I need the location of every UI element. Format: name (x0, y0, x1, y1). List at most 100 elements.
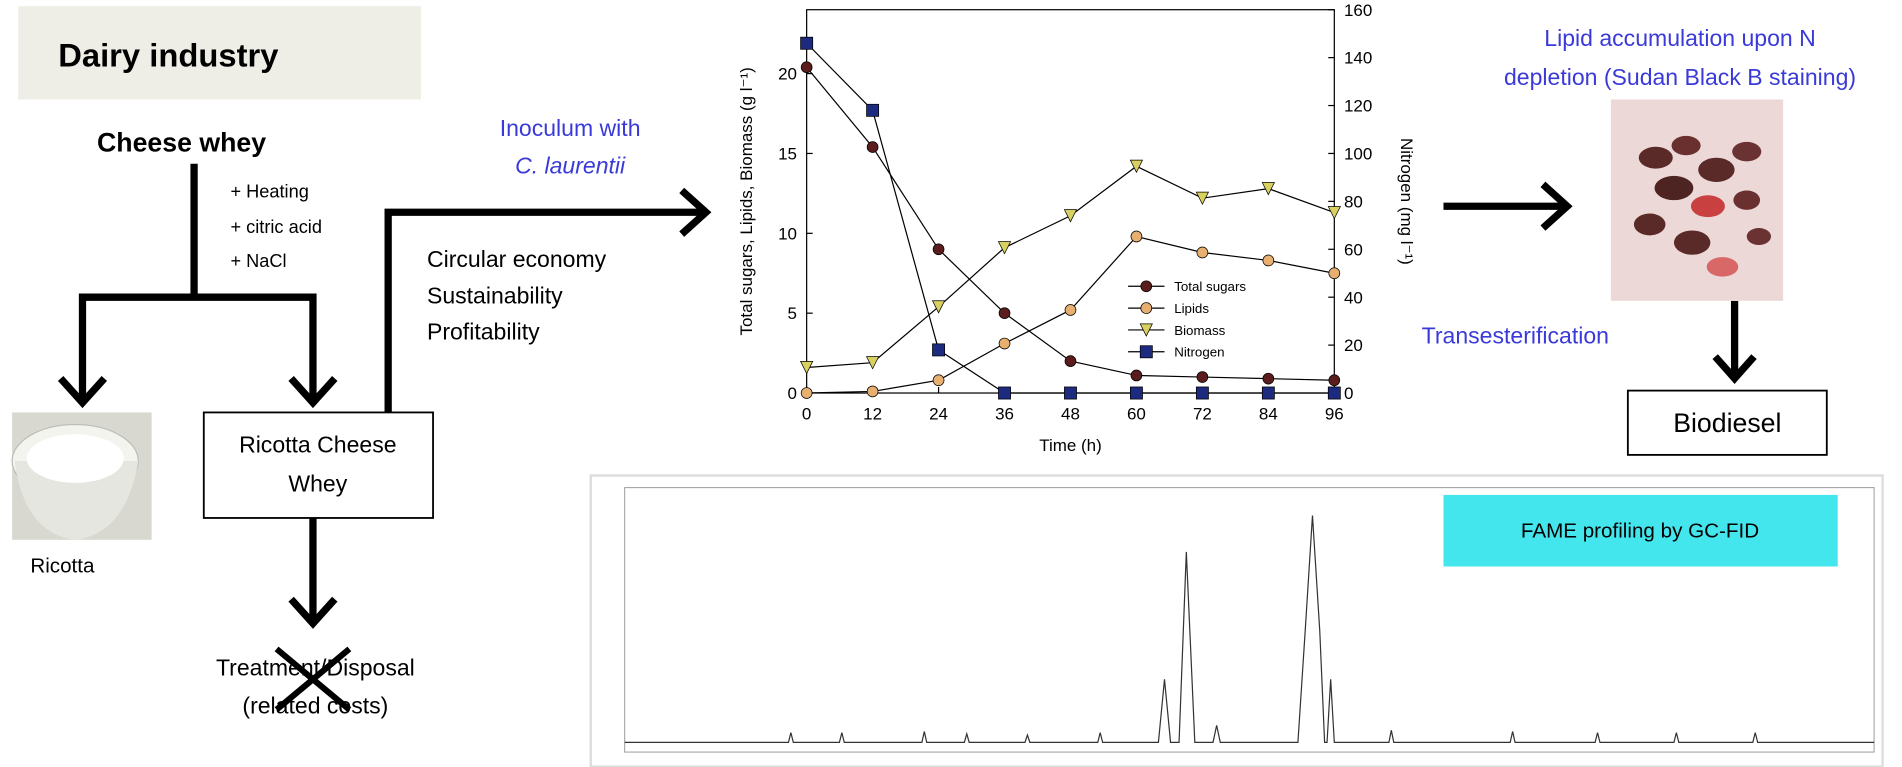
marker (866, 141, 879, 153)
marker (1064, 386, 1077, 400)
y2-tick-label: 0 (1344, 384, 1353, 403)
x-tick-label: 96 (1325, 405, 1344, 424)
plot-frame (806, 9, 1335, 394)
marker (932, 343, 945, 357)
x-tick-label: 84 (1259, 405, 1278, 424)
legend-label: Total sugars (1174, 279, 1246, 294)
header-box (18, 6, 421, 100)
marker (866, 385, 879, 398)
treatment: + NaCl (230, 251, 286, 271)
biodiesel-box (1626, 389, 1828, 456)
microscopy-image (1610, 99, 1784, 301)
marker (1064, 304, 1077, 316)
marker (1328, 267, 1341, 280)
marker (1195, 191, 1210, 206)
marker (1129, 159, 1144, 174)
marker (1261, 386, 1275, 400)
y2-tick-label: 120 (1344, 97, 1372, 116)
biodiesel: Biodiesel (1673, 408, 1781, 438)
benefit: Sustainability (427, 282, 563, 308)
marker (1327, 206, 1341, 220)
y2-tick-label: 20 (1344, 336, 1363, 355)
disposal: (related costs) (242, 692, 388, 718)
flow-arrows (57, 163, 1757, 712)
series-line (806, 165, 1335, 369)
x-tick-label: 12 (863, 405, 882, 424)
disposal: Treatment/Disposal (216, 655, 415, 681)
gc-label: FAME profiling by GC-FID (1521, 519, 1759, 542)
time-course-chart: 0 12 24 36 48 60 72 84 9605101520020406080100120… (737, 1, 1416, 455)
marker (931, 300, 946, 314)
marker (799, 361, 814, 375)
y2-axis-label: Nitrogen (mg l⁻¹) (1397, 138, 1416, 265)
marker (866, 103, 880, 117)
marker (1063, 209, 1078, 223)
marker (1261, 182, 1276, 196)
marker (932, 243, 945, 256)
benefit: Profitability (427, 319, 540, 345)
marker (1130, 369, 1143, 382)
y-tick-label: 20 (778, 65, 797, 84)
legend-marker (1140, 280, 1153, 293)
legend-marker (1140, 302, 1153, 314)
marker (1196, 246, 1209, 259)
marker (998, 386, 1011, 400)
marker (800, 387, 813, 399)
microscopy-caption: Lipid accumulation upon N (1544, 25, 1815, 51)
y2-tick-label: 100 (1344, 145, 1372, 164)
legend-label: Lipids (1174, 301, 1209, 316)
treatment: + citric acid (230, 217, 321, 237)
treatment: + Heating (230, 182, 308, 202)
y-tick-label: 0 (788, 384, 797, 403)
y2-tick-label: 160 (1344, 1, 1372, 20)
product: Ricotta (30, 555, 95, 578)
transesterification: Transesterification (1422, 322, 1609, 348)
microscopy-caption: depletion (Sudan Black B staining) (1504, 64, 1856, 90)
marker (1130, 230, 1143, 243)
legend-marker (1139, 345, 1153, 359)
series-line (806, 66, 1335, 381)
marker (1262, 372, 1275, 385)
marker (865, 356, 880, 370)
marker (1130, 386, 1143, 400)
marker (932, 374, 945, 387)
legend-label: Biomass (1174, 323, 1225, 338)
marker (997, 241, 1012, 255)
y-tick-label: 5 (788, 304, 797, 323)
x-tick-label: 0 (802, 405, 811, 424)
x-tick-label: 48 (1061, 405, 1080, 424)
ricotta-photo (11, 412, 152, 540)
marker (1195, 386, 1209, 400)
marker (800, 36, 814, 50)
legend-marker (1139, 323, 1153, 337)
marker (998, 307, 1011, 319)
marker (998, 337, 1011, 350)
marker (800, 61, 813, 74)
y-axis-label: Total sugars, Lipids, Biomass (g l⁻¹) (737, 67, 756, 335)
x-tick-label: 24 (929, 405, 948, 424)
marker (1064, 355, 1077, 367)
x-tick-label: 60 (1127, 405, 1146, 424)
x-tick-label: 72 (1193, 405, 1212, 424)
source: Cheese whey (97, 128, 266, 158)
gc-panel (589, 474, 1884, 767)
header: Dairy industry (58, 37, 279, 74)
marker (1327, 386, 1341, 400)
benefit: Circular economy (427, 246, 607, 272)
x-axis-label: Time (h) (1039, 436, 1102, 455)
y2-tick-label: 80 (1344, 192, 1363, 211)
y-tick-label: 10 (778, 224, 797, 243)
byproduct-box (202, 411, 434, 519)
marker (1328, 374, 1341, 387)
legend-label: Nitrogen (1174, 345, 1224, 360)
x-tick-label: 36 (995, 405, 1014, 424)
marker (1196, 371, 1209, 383)
byproduct: Whey (288, 470, 347, 496)
y-tick-label: 15 (778, 145, 797, 164)
y2-tick-label: 40 (1344, 288, 1363, 307)
y2-tick-label: 60 (1344, 240, 1363, 259)
byproduct: Ricotta Cheese (239, 431, 396, 457)
y2-tick-label: 140 (1344, 49, 1372, 68)
inoculum: C. laurentii (515, 152, 626, 178)
